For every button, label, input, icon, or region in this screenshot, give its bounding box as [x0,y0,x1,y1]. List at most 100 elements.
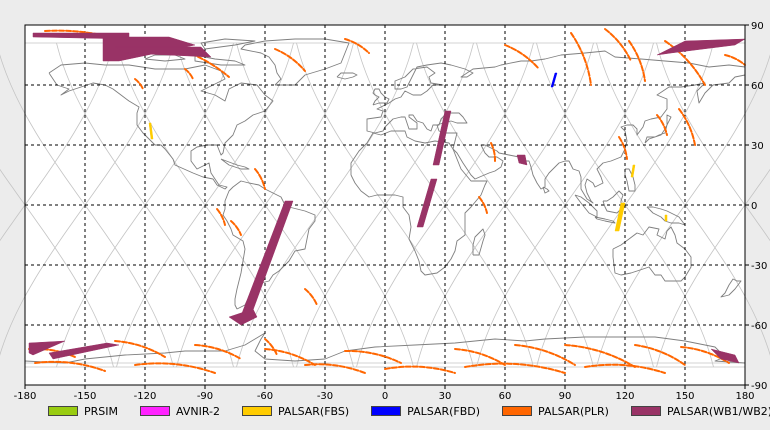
coastline [48,62,274,190]
palsar-fbs-swath [614,202,626,232]
coastline [194,54,246,66]
coastline [602,190,624,214]
palsar-plr-swath [264,348,316,366]
palsar-plr-swath [184,68,194,80]
palsar-plr-swath [216,208,226,226]
legend-swatch [140,406,170,416]
palsar-plr-swath [304,363,366,374]
coastline [372,88,390,106]
coastline [366,50,746,204]
coastline [574,194,598,218]
palsar-fbs-swath [664,214,668,222]
x-tick-label: 0 [382,391,388,402]
palsar-plr-swath [194,344,242,360]
x-tick-label: 120 [615,391,634,402]
palsar-plr-swath [134,78,144,90]
x-tick-label: 180 [735,391,754,402]
latitude-axis: 90 60 30 0 -30 -60 -90 [745,21,767,392]
palsar-plr-swath [264,338,278,356]
y-tick-label: 30 [751,141,764,152]
palsar-wb1-wb2-swath [656,38,746,56]
palsar-plr-swath [628,40,646,82]
x-tick-label: -90 [197,391,213,402]
legend-item-avnir-2: AVNIR-2 [140,405,220,418]
palsar-plr-swath [274,48,306,72]
coastline [624,168,636,192]
palsar-wb1-wb2-swath [114,46,212,58]
palsar-fbd-swath [550,72,558,88]
palsar-plr-swath [34,360,106,372]
palsar-wb1-wb2-swath [516,154,528,166]
palsar-plr-swath [656,114,668,136]
x-tick-label: -30 [317,391,333,402]
x-tick-label: -180 [14,391,37,402]
palsar-plr-swath [618,136,628,160]
legend-item-palsar-plr: PALSAR(PLR) [502,405,609,418]
palsar-plr-swath [114,340,166,358]
legend-label: PALSAR(PLR) [538,404,609,418]
legend-item-palsar-wb1-wb2: PALSAR(WB1/WB2) [630,404,770,418]
palsar-plr-swath [724,54,746,66]
x-tick-label: 30 [439,391,452,402]
coastline [240,38,350,86]
y-tick-label: 60 [751,81,764,92]
y-tick-label: 0 [751,201,757,212]
graticule [25,25,745,385]
y-tick-label: -30 [751,261,767,272]
legend-label: PALSAR(WB1/WB2) [666,404,770,418]
legend: PRSIM AVNIR-2 PALSAR(FBS) PALSAR(FBD) PALSAR… [48,402,770,420]
x-tick-label: -120 [134,391,157,402]
palsar-plr-swath [570,32,592,86]
palsar-wb1-wb2-swath [416,178,438,228]
palsar-fbs-swath [148,122,154,140]
coastline [222,180,316,310]
legend-swatch [48,406,78,416]
palsar-plr-swath [678,108,696,146]
palsar-plr-swath [304,288,318,306]
coastline [144,54,186,62]
coastline [720,278,742,298]
palsar-plr-swath [604,28,632,62]
coastline [612,226,692,282]
coastline [644,114,672,144]
palsar-plr-swath [344,349,402,364]
coastline [350,130,488,276]
palsar-wb1-wb2-swath [432,110,452,166]
palsar-plr-swath [564,344,636,368]
legend-label: PALSAR(FBS) [277,404,350,418]
palsar-plr-swath [134,362,216,374]
palsar-wb1-wb2-swath [28,340,66,356]
y-tick-label: -90 [751,381,767,392]
palsar-wb1-wb2-swath [48,342,120,360]
palsar-wb1-wb2-swath [228,308,258,326]
legend-label: AVNIR-2 [176,404,220,418]
palsar-plr-swath [504,44,540,70]
palsar-wb1-wb2-swath [710,348,740,364]
coastline [220,158,250,170]
legend-item-palsar-fbs: PALSAR(FBS) [241,404,350,418]
palsar-plr-swath [384,365,456,374]
legend-label: PALSAR(FBD) [407,404,481,418]
palsar-plr-swath [664,40,706,86]
coastline [200,38,256,50]
x-tick-label: 90 [559,391,572,402]
coastline [472,228,486,256]
palsar-plr-swath [230,220,242,236]
legend-swatch [630,406,661,416]
palsar-plr-swath [490,142,497,162]
palsar-plr-swath [584,363,666,374]
palsar-fbs-swath [630,164,636,178]
x-tick-label: -60 [257,391,273,402]
palsar-plr-swath [254,168,266,190]
coastline [336,72,358,80]
palsar-plr-swath [634,344,686,366]
x-tick-label: 60 [499,391,512,402]
longitude-axis: -180 -150 -120 -90 -60 -30 0 30 60 90 120 150 180 [14,385,755,402]
palsar-plr-swath [344,38,370,54]
y-tick-label: 90 [751,21,764,32]
palsar-plr-swath [478,196,488,214]
legend-swatch [241,406,272,416]
observation-swaths [28,32,746,364]
legend-item-prsim: PRSIM [48,405,118,418]
